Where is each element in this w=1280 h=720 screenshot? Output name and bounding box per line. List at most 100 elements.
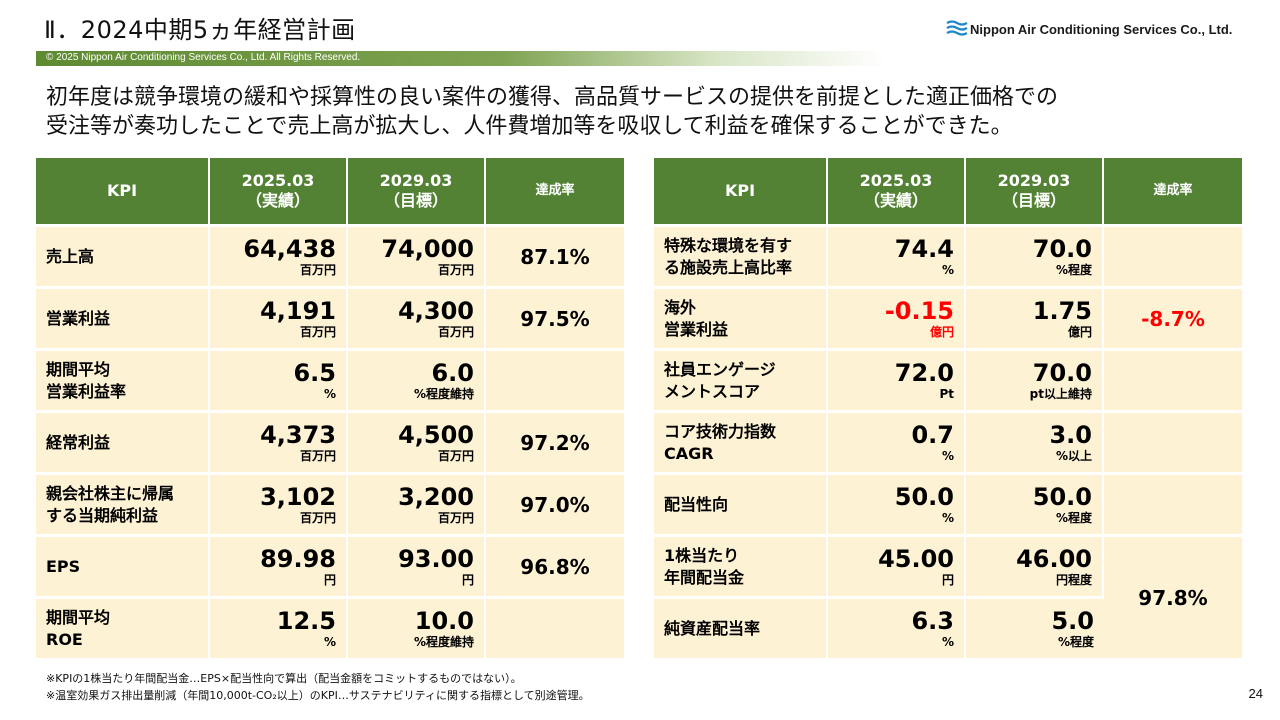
kpi-name-line: 1株当たり — [664, 545, 740, 565]
target-unit: 百万円 — [437, 324, 474, 339]
target-unit: %程度維持 — [413, 634, 474, 649]
actual-unit: 円 — [323, 572, 336, 587]
kpi-row: 純資産配当率 6.3% 5.0 %程度 — [654, 599, 1242, 658]
actual-value: -0.15 — [884, 296, 954, 325]
kpi-row: EPS 89.98 円 93.00 円 96.8% — [36, 537, 624, 596]
actual-value-cell: 45.00 円 — [828, 537, 966, 596]
achievement-rate: 97.8% — [1104, 537, 1242, 658]
target-value: 70.0 — [1032, 358, 1092, 387]
kpi-name: 社員エンゲージ メントスコア — [654, 351, 828, 410]
kpi-name-line: 期間平均 — [46, 359, 111, 379]
header-row: KPI 2025.03 （実績） 2029.03 （目標） 達成率 — [36, 158, 624, 224]
target-value-cell: 4,500 百万円 — [348, 413, 486, 472]
kpi-table-left: KPI 2025.03 （実績） 2029.03 （目標） 達成率 売上高 64,43… — [36, 155, 624, 661]
target-value: 50.0 — [1032, 482, 1092, 511]
actual-unit: 百万円 — [299, 510, 336, 525]
target-value: 1.75 — [1032, 296, 1092, 325]
achievement-rate: 97.0% — [486, 475, 624, 534]
kpi-row: 特殊な環境を有す る施設売上高比率 74.4% 70.0 %程度 — [654, 227, 1242, 286]
copyright-bar — [36, 51, 886, 66]
actual-unit: 百万円 — [299, 448, 336, 463]
target-value-cell: 70.0 pt以上維持 — [966, 351, 1104, 410]
header-actual: 2025.03 （実績） — [828, 158, 966, 224]
kpi-name: 海外 営業利益 — [654, 289, 828, 348]
achievement-rate: 96.8% — [486, 537, 624, 596]
target-value-cell: 93.00 円 — [348, 537, 486, 596]
footnote: ※KPIの1株当たり年間配当金…EPS×配当性向で算出（配当金額をコミットするも… — [46, 672, 522, 685]
kpi-name: 期間平均 営業利益率 — [36, 351, 210, 410]
header-target: 2029.03 （目標） — [348, 158, 486, 224]
actual-value: 6.3 — [911, 606, 954, 635]
actual-value: 45.00 — [878, 544, 954, 573]
header-rate: 達成率 — [1104, 158, 1242, 224]
actual-value: 3,102 — [260, 482, 336, 511]
actual-unit: 円 — [941, 572, 954, 587]
rate-not-applicable — [1104, 475, 1242, 534]
footnote: ※温室効果ガス排出量削減（年間10,000t-CO₂以上）のKPI…サステナビリ… — [46, 689, 590, 702]
target-unit: %程度 — [1057, 634, 1094, 649]
kpi-name-line: 経常利益 — [46, 432, 111, 452]
actual-value: 4,191 — [260, 296, 336, 325]
target-value-cell: 3.0 %以上 — [966, 413, 1104, 472]
kpi-row: 営業利益 4,191 百万円 4,300 百万円 97.5% — [36, 289, 624, 348]
target-unit: %程度 — [1055, 262, 1092, 277]
lead-line: 受注等が奏功したことで売上高が拡大し、人件費増加等を吸収して利益を確保することが… — [46, 114, 1013, 139]
rate-not-applicable — [486, 599, 624, 658]
actual-value-cell: -0.15 億円 — [828, 289, 966, 348]
page-title: Ⅱ．2024中期5ヵ年経営計画 — [44, 16, 356, 44]
kpi-name: 営業利益 — [36, 289, 210, 348]
actual-value-cell: 6.5% — [210, 351, 348, 410]
target-value: 93.00 — [398, 544, 474, 573]
target-value: 4,500 — [398, 420, 474, 449]
kpi-name-line: 海外 — [664, 297, 697, 317]
target-value-cell: 70.0 %程度 — [966, 227, 1104, 286]
lead-text: 初年度は競争環境の緩和や採算性の良い案件の獲得、高品質サービスの提供を前提とした… — [46, 83, 1246, 141]
kpi-name: コア技術力指数 CAGR — [654, 413, 828, 472]
target-value-cell: 1.75 億円 — [966, 289, 1104, 348]
actual-unit: % — [941, 634, 954, 649]
footnotes: ※KPIの1株当たり年間配当金…EPS×配当性向で算出（配当金額をコミットするも… — [46, 670, 590, 704]
actual-value-cell: 89.98 円 — [210, 537, 348, 596]
kpi-name: 期間平均 ROE — [36, 599, 210, 658]
actual-unit: % — [941, 510, 954, 525]
header-actual: 2025.03 （実績） — [210, 158, 348, 224]
kpi-name: 特殊な環境を有す る施設売上高比率 — [654, 227, 828, 286]
header-kpi: KPI — [36, 158, 210, 224]
kpi-table-right: KPI 2025.03 （実績） 2029.03 （目標） 達成率 特殊な環境を有す… — [654, 155, 1242, 661]
header-kpi: KPI — [654, 158, 828, 224]
logo-text: Nippon Air Conditioning Services Co., Lt… — [970, 21, 1233, 37]
header-row: KPI 2025.03 （実績） 2029.03 （目標） 達成率 — [654, 158, 1242, 224]
target-value: 74,000 — [381, 234, 474, 263]
kpi-row: 期間平均 ROE 12.5% 10.0 %程度維持 — [36, 599, 624, 658]
actual-unit: 百万円 — [299, 324, 336, 339]
kpi-row: 1株当たり 年間配当金 45.00 円 46.00 円程度 97.8% — [654, 537, 1242, 658]
kpi-name-line: 期間平均 — [46, 607, 111, 627]
actual-value: 64,438 — [243, 234, 336, 263]
target-value-cell: 5.0 %程度 — [966, 599, 1104, 658]
kpi-name: 配当性向 — [654, 475, 828, 534]
header-rate: 達成率 — [486, 158, 624, 224]
kpi-name: EPS — [36, 537, 210, 596]
actual-unit: 億円 — [929, 324, 954, 339]
target-value-cell: 46.00 円程度 — [966, 537, 1104, 596]
target-value-cell: 4,300 百万円 — [348, 289, 486, 348]
kpi-name: 売上高 — [36, 227, 210, 286]
actual-value-cell: 72.0 Pt — [828, 351, 966, 410]
kpi-name-line: メントスコア — [664, 381, 761, 401]
target-value: 5.0 — [1051, 606, 1094, 635]
achievement-rate: -8.7% — [1104, 289, 1242, 348]
target-unit: %程度 — [1055, 510, 1092, 525]
header-target: 2029.03 （目標） — [966, 158, 1104, 224]
target-value-cell: 3,200 百万円 — [348, 475, 486, 534]
kpi-name-line: 売上高 — [46, 246, 95, 266]
wave-logo-icon — [946, 20, 968, 36]
kpi-name-line: 特殊な環境を有す — [664, 235, 793, 255]
actual-value: 12.5 — [276, 606, 336, 635]
target-unit: pt以上維持 — [1029, 386, 1092, 401]
actual-value: 72.0 — [894, 358, 954, 387]
target-unit: 百万円 — [437, 262, 474, 277]
kpi-name-line: CAGR — [664, 443, 714, 463]
actual-unit: % — [323, 386, 336, 401]
rate-not-applicable — [1104, 413, 1242, 472]
kpi-name-line: 年間配当金 — [664, 567, 745, 587]
